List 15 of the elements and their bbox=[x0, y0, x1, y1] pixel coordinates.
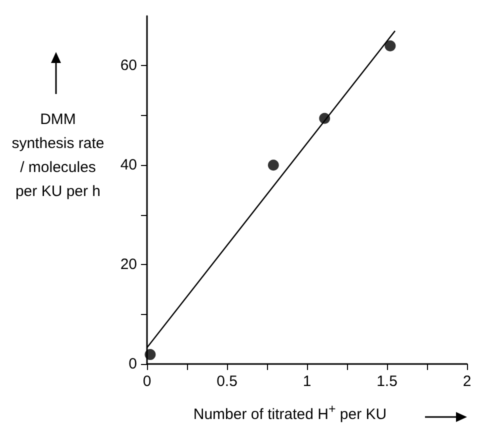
x-axis-title: Number of titrated H$^{+}$ per KU bbox=[192, 402, 388, 423]
point bbox=[268, 160, 279, 171]
y-axis-title: DMM synthesis rate / molecules per KU per h bbox=[10, 110, 106, 202]
x-tick-label: 0 bbox=[142, 373, 152, 390]
point bbox=[384, 40, 396, 52]
point bbox=[319, 112, 330, 124]
y-tick-label: 0 bbox=[128, 356, 137, 372]
y-tick-label: 40 bbox=[120, 156, 137, 174]
point bbox=[144, 349, 156, 360]
x-tick-label: 1 bbox=[302, 373, 312, 390]
x-tick-label: 1.5 bbox=[376, 373, 398, 390]
x-tick-label: 2 bbox=[462, 373, 472, 390]
x-tick-label: 0.5 bbox=[216, 373, 238, 390]
y-tick-label: 20 bbox=[120, 256, 137, 274]
y-tick-label: 60 bbox=[120, 57, 137, 74]
